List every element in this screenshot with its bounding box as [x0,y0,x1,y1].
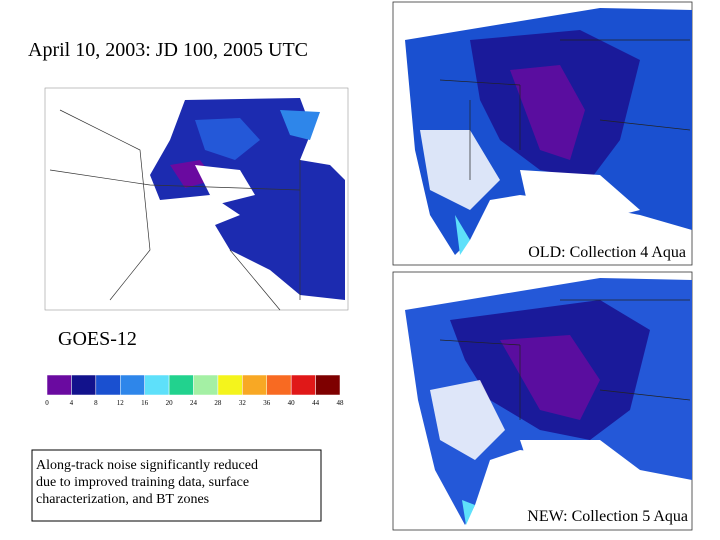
colorbar-swatch [168,374,194,396]
colorbar-tick-label: 44 [312,399,320,407]
colorbar-tick-label: 28 [214,399,222,407]
new-map [392,271,693,531]
colorbar-tick-label: 0 [45,399,49,407]
panel-label: OLD: Collection 4 Aqua [528,244,686,261]
old-map [392,1,693,266]
colorbar-swatch [266,374,292,396]
note-line: due to improved training data, surface [36,475,249,490]
colorbar-swatch [120,374,145,396]
colorbar-tick-label: 8 [94,399,98,407]
panel-label: NEW: Collection 5 Aqua [527,508,688,525]
colorbar-tick-label: 36 [263,399,271,407]
colorbar-swatch [144,374,170,396]
note-line: Along-track noise significantly reduced [36,458,258,473]
colorbar-tick-label: 40 [288,399,296,407]
panel-label: GOES-12 [58,328,137,350]
colorbar-tick-label: 24 [190,399,198,407]
colorbar-tick-label: 16 [141,399,149,407]
goes-map [44,87,349,311]
colorbar-swatch [71,374,97,396]
colorbar-tick-label: 4 [70,399,74,407]
colorbar-tick-label: 12 [117,399,125,407]
note-box [31,449,322,522]
colorbar-swatch [290,374,316,396]
colorbar-swatch [315,374,341,396]
colorbar-tick-label: 48 [337,399,345,407]
colorbar-swatch [95,374,121,396]
note-line: characterization, and BT zones [36,492,209,507]
colorbar-tick-label: 20 [166,399,174,407]
colorbar-swatch [46,374,72,396]
colorbar-swatch [242,374,267,396]
colorbar-tick-label: 32 [239,399,247,407]
colorbar-swatch [193,374,219,396]
title: April 10, 2003: JD 100, 2005 UTC [28,39,308,61]
colorbar-swatch [217,374,243,396]
